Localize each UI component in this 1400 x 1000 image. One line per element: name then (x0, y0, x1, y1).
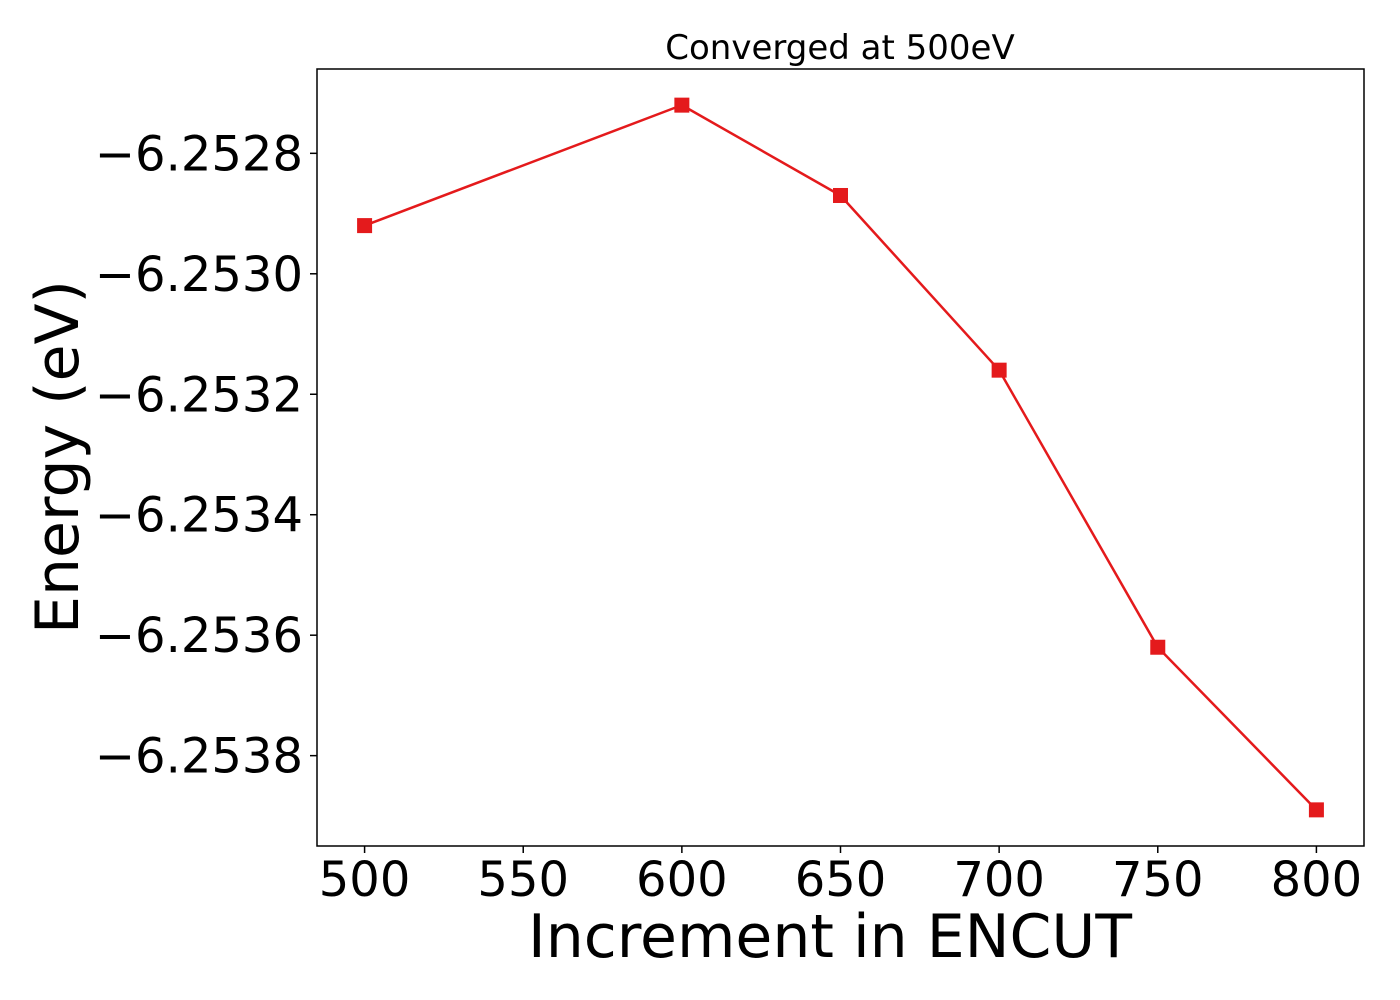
y-tick-label: −6.2534 (95, 488, 303, 544)
x-tick-label: 750 (1112, 852, 1204, 908)
y-axis-label: Energy (eV) (23, 280, 93, 634)
data-point-marker (991, 362, 1007, 378)
x-tick-label: 600 (636, 852, 728, 908)
data-point-marker (357, 218, 373, 234)
y-tick-label: −6.2538 (95, 729, 303, 785)
x-axis-label: Increment in ENCUT (528, 902, 1132, 972)
x-tick-label: 500 (319, 852, 411, 908)
x-tick-label: 800 (1271, 852, 1363, 908)
series-line (364, 103, 1318, 811)
x-tick-label: 700 (953, 852, 1045, 908)
y-tick-label: −6.2528 (95, 126, 303, 182)
data-point-marker (1308, 802, 1324, 818)
plot-layer (357, 97, 1324, 818)
chart-title: Converged at 500eV (665, 28, 1014, 68)
y-tick-label: −6.2530 (95, 247, 303, 303)
y-tick-label: −6.2532 (95, 367, 303, 423)
axis-layer: 500 550 600 650 700 750 800 −6.2528 −6.2530 −6.25… (95, 126, 1362, 908)
data-point-marker (1150, 639, 1166, 655)
x-tick-label: 550 (477, 852, 569, 908)
data-point-marker (833, 187, 848, 203)
x-tick-label: 650 (795, 852, 887, 908)
data-point-marker (674, 97, 690, 113)
y-tick-label: −6.2536 (95, 608, 303, 664)
